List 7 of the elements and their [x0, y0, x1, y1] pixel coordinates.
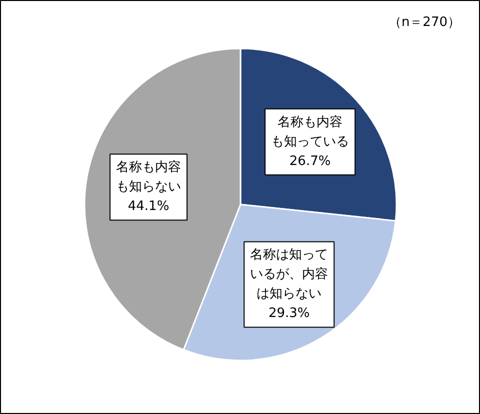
text: （n＝270）: [388, 15, 461, 30]
data-label: 26.7%: [289, 154, 331, 169]
data-label: 44.1%: [128, 199, 170, 214]
slice-label: 名称も内容も知っている: [271, 114, 350, 150]
slice-label: 名称は知っているが、内容は知らない: [250, 248, 328, 302]
slice-label: 名称も内容も知らない: [116, 159, 182, 195]
data-label: 29.3%: [268, 306, 310, 322]
